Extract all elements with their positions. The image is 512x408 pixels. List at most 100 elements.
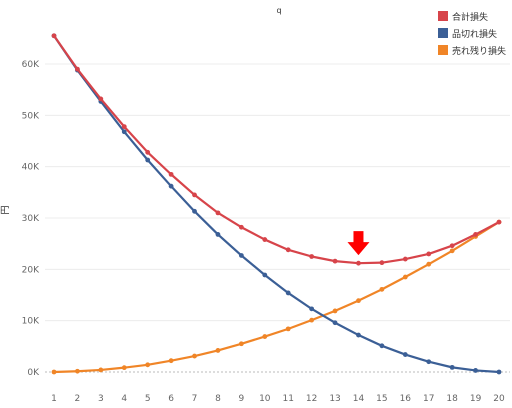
data-point — [332, 320, 338, 326]
y-axis-title: 円 — [0, 205, 11, 214]
y-tick-label: 60K — [22, 60, 40, 70]
data-point — [262, 272, 268, 278]
y-axis-ticks: 0K 10K 20K 30K 40K 50K 60K — [22, 60, 40, 378]
data-point — [426, 261, 432, 267]
data-point — [192, 192, 197, 198]
data-point — [402, 274, 408, 280]
x-tick-label: 5 — [145, 394, 151, 404]
legend-item[interactable]: 品切れ損失 — [438, 28, 497, 40]
data-point — [121, 365, 127, 371]
y-tick-label: 0K — [27, 368, 40, 378]
data-point — [145, 149, 151, 155]
x-tick-label: 3 — [98, 394, 104, 404]
data-point — [332, 258, 338, 264]
legend-swatch — [438, 45, 448, 55]
data-point — [496, 369, 502, 375]
down-arrow-icon — [347, 231, 370, 256]
x-tick-label: 17 — [423, 394, 434, 404]
x-axis-ticks: 1 2 3 4 5 6 7 8 9 10 11 12 13 14 15 16 17 18 19 20 — [51, 394, 505, 404]
y-tick-label: 40K — [22, 163, 40, 173]
legend-item[interactable]: 合計損失 — [438, 11, 488, 23]
x-tick-label: 9 — [239, 394, 245, 404]
legend-swatch — [438, 28, 448, 38]
data-point — [309, 306, 315, 312]
data-point — [215, 210, 221, 216]
data-point — [332, 308, 338, 314]
data-point — [402, 352, 408, 357]
data-point — [215, 348, 221, 353]
annotations — [347, 231, 370, 256]
data-point — [379, 286, 385, 292]
legend-item[interactable]: 売れ残り損失 — [438, 45, 506, 57]
x-tick-label: 13 — [329, 394, 340, 404]
y-tick-label: 20K — [22, 265, 40, 275]
legend-label: 合計損失 — [452, 11, 488, 23]
y-tick-label: 50K — [22, 111, 40, 121]
data-point — [192, 353, 197, 359]
data-point — [262, 334, 268, 339]
series-group — [51, 33, 502, 375]
data-point — [51, 33, 57, 39]
data-point — [309, 317, 315, 323]
data-point — [168, 358, 174, 364]
series-line — [52, 221, 501, 374]
data-point — [75, 66, 80, 72]
data-point — [402, 256, 408, 262]
x-tick-label: 2 — [75, 394, 81, 404]
gridlines — [45, 63, 510, 373]
data-point — [285, 290, 291, 296]
data-point — [98, 96, 104, 102]
data-point — [449, 364, 455, 370]
x-tick-label: 12 — [306, 394, 317, 404]
data-point — [379, 343, 385, 349]
x-tick-label: 6 — [168, 394, 174, 404]
data-point — [168, 183, 174, 189]
legend-swatch — [438, 11, 448, 21]
data-point — [449, 248, 455, 254]
x-tick-label: 1 — [51, 394, 57, 404]
data-point — [449, 243, 455, 249]
x-tick-label: 7 — [192, 394, 198, 404]
data-point — [356, 298, 361, 304]
x-tick-label: 16 — [400, 394, 412, 404]
x-tick-label: 11 — [282, 394, 293, 404]
data-point — [145, 157, 151, 163]
data-point — [285, 247, 291, 253]
data-point — [473, 232, 478, 237]
legend-label: 売れ残り損失 — [452, 45, 506, 57]
x-tick-label: 10 — [259, 394, 271, 404]
x-tick-label: 4 — [121, 394, 127, 404]
x-tick-label: 19 — [470, 394, 482, 404]
legend-label: 品切れ損失 — [452, 28, 497, 40]
data-point — [356, 332, 361, 338]
data-point — [309, 254, 315, 259]
series-line — [52, 34, 501, 265]
data-point — [121, 129, 127, 135]
data-point — [426, 251, 432, 257]
data-point — [379, 260, 385, 266]
data-point — [192, 208, 197, 214]
data-point — [75, 368, 80, 374]
x-tick-label: 20 — [493, 394, 505, 404]
data-point — [426, 359, 432, 365]
data-point — [473, 368, 478, 373]
data-point — [51, 369, 57, 375]
x-tick-label: 18 — [446, 394, 458, 404]
data-point — [215, 232, 221, 237]
data-point — [238, 253, 244, 258]
series-line — [52, 34, 501, 374]
y-tick-label: 10K — [22, 317, 40, 327]
data-point — [496, 219, 502, 225]
x-tick-label: 15 — [376, 394, 387, 404]
data-point — [121, 124, 127, 130]
data-point — [145, 362, 151, 368]
y-tick-label: 30K — [22, 214, 40, 224]
x-tick-label: 8 — [215, 394, 221, 404]
data-point — [98, 367, 104, 373]
x-tick-label: 14 — [353, 394, 365, 404]
data-point — [285, 326, 291, 332]
data-point — [238, 341, 244, 347]
data-point — [356, 260, 361, 266]
